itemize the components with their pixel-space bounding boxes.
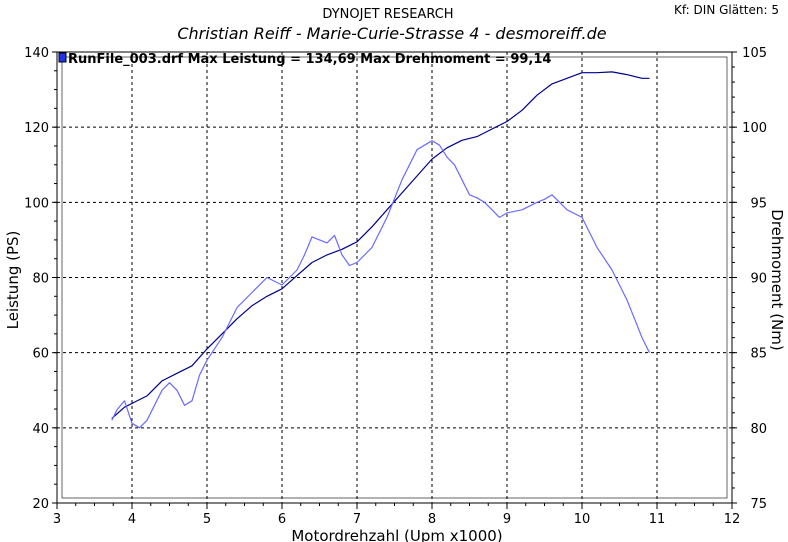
y-tick-label: 100 [24, 196, 49, 211]
y-tick-label: 60 [32, 347, 49, 362]
x-tick-label: 8 [428, 512, 436, 527]
x-tick-label: 9 [503, 512, 511, 527]
x-tick-label: 4 [128, 512, 136, 527]
x-axis-title: Motordrehzahl (Upm x1000) [291, 527, 502, 542]
header-company: DYNOJET RESEARCH [322, 7, 453, 22]
y2-tick-label: 90 [750, 272, 767, 287]
x-tick-labels: 3 4 5 6 7 8 9 10 11 12 [53, 512, 740, 527]
y-tick-label: 20 [32, 497, 49, 512]
x-tick-label: 3 [53, 512, 61, 527]
y-tick-label: 120 [24, 121, 49, 136]
y-tick-label: 80 [32, 272, 49, 287]
y2-tick-label: 80 [750, 422, 767, 437]
header-settings: Kf: DIN Glätten: 5 [674, 3, 779, 17]
x-tick-label: 7 [353, 512, 361, 527]
y-tick-labels: 20 40 60 80 100 120 140 [24, 46, 49, 512]
y-tick-label: 40 [32, 422, 49, 437]
y2-tick-label: 100 [742, 121, 767, 136]
y2-tick-label: 85 [750, 347, 767, 362]
torque-line [111, 140, 651, 429]
y-tick-label: 140 [24, 46, 49, 61]
legend-run-label: RunFile_003.drf Max Leistung = 134,69 Ma… [68, 52, 551, 67]
y2-tick-label: 75 [750, 497, 767, 512]
x-tick-label: 10 [574, 512, 591, 527]
y2-tick-labels: 75 80 85 90 95 100 105 [742, 46, 767, 512]
plot-inner-border [61, 56, 728, 499]
series-lines [111, 71, 651, 429]
legend-marker [58, 52, 67, 63]
x-tick-label: 6 [278, 512, 286, 527]
y2-tick-label: 95 [750, 196, 767, 211]
y2-tick-label: 105 [742, 46, 767, 61]
y2-axis-title: Drehmoment (Nm) [768, 209, 786, 350]
x-tick-label: 11 [649, 512, 666, 527]
power-line [111, 71, 650, 419]
axis-ticks [52, 51, 737, 509]
grid [57, 52, 732, 503]
x-tick-label: 12 [724, 512, 741, 527]
y-axis-title: Leistung (PS) [4, 231, 22, 330]
x-tick-label: 5 [203, 512, 211, 527]
header-subtitle: Christian Reiff - Marie-Curie-Strasse 4 … [177, 24, 606, 43]
